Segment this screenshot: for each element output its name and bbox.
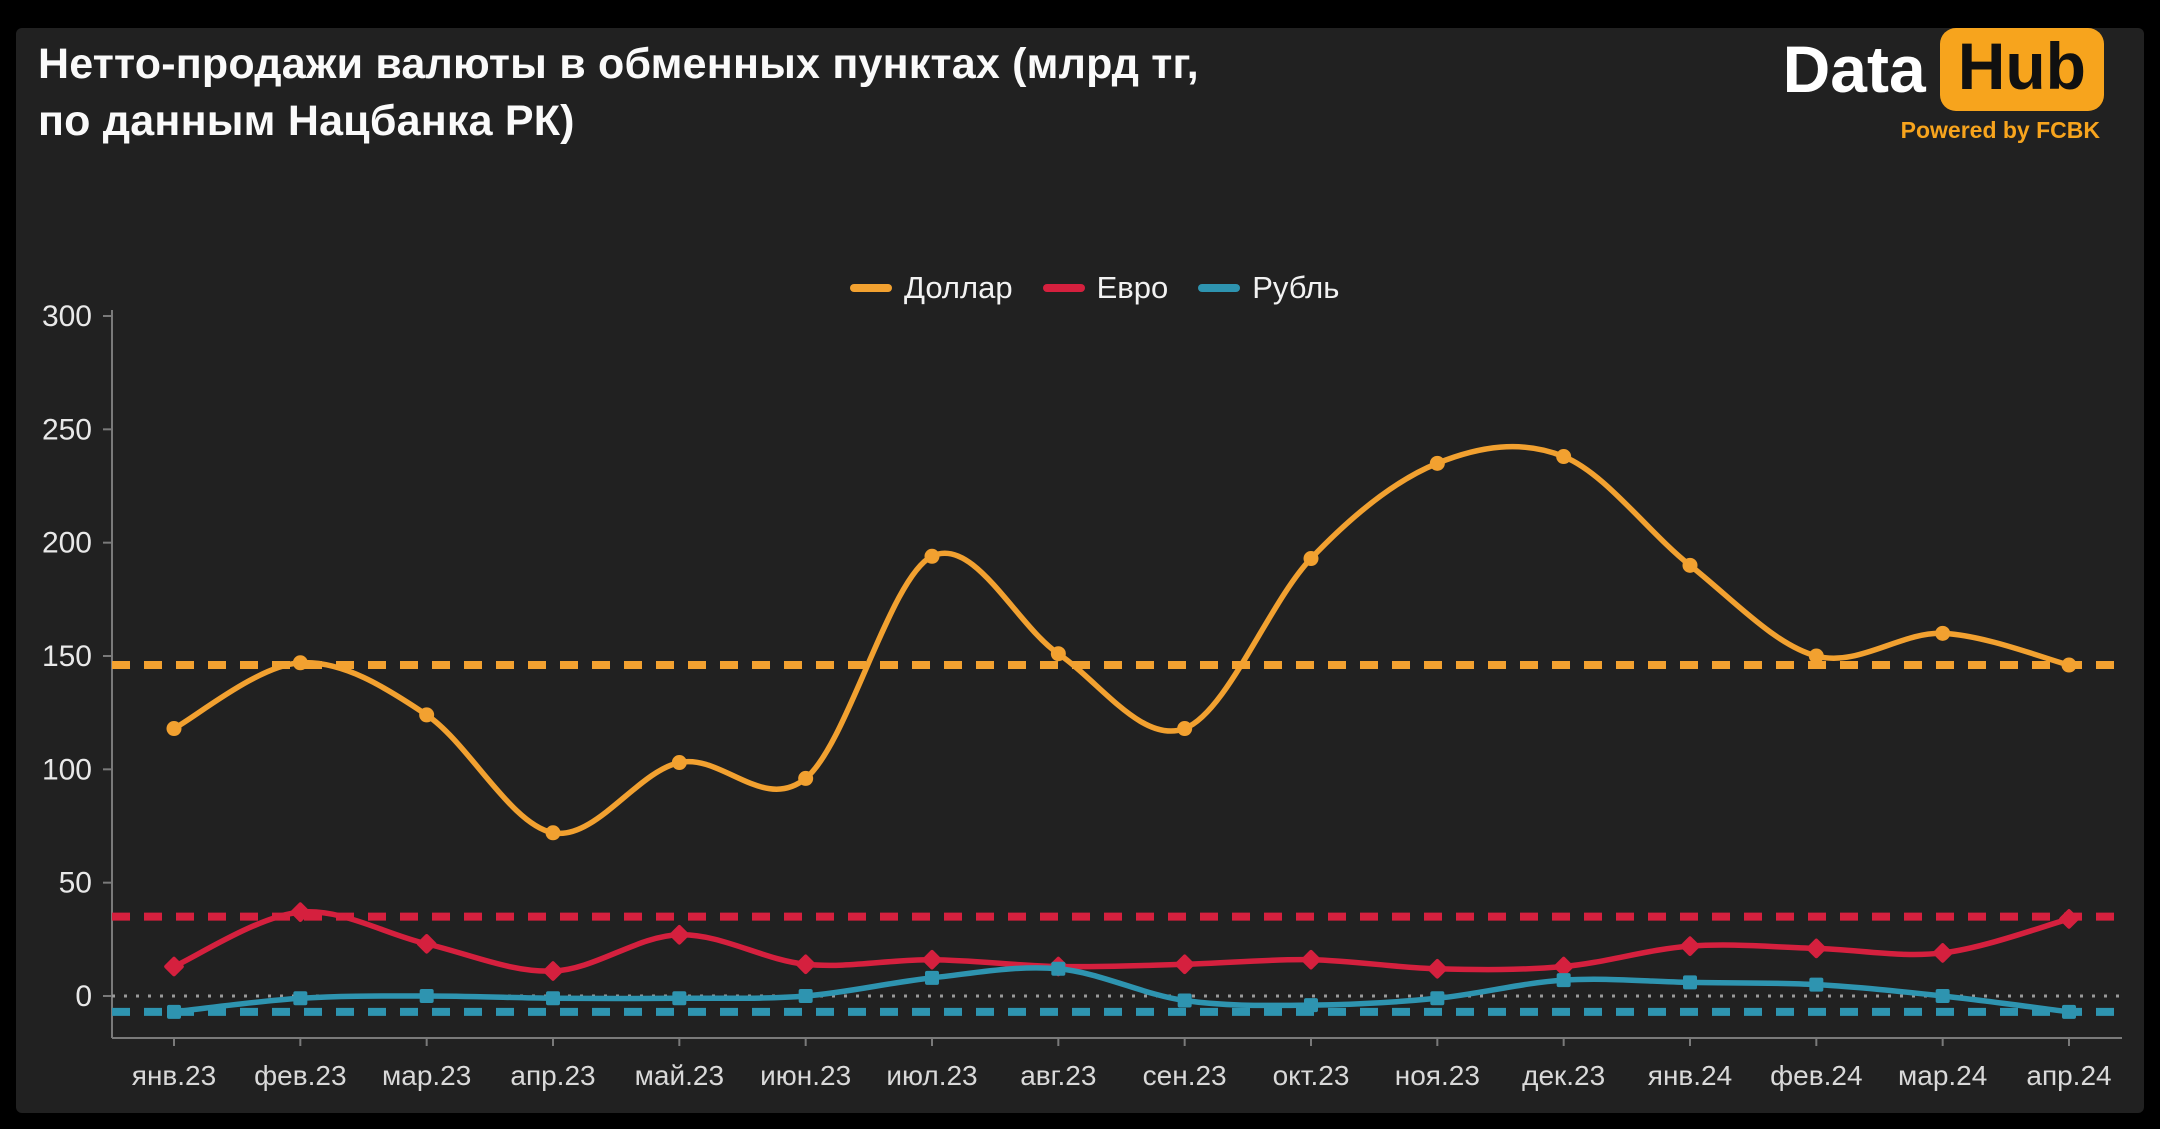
x-tick-label: дек.23 [1522, 1060, 1605, 1091]
x-tick-label: янв.23 [132, 1060, 216, 1091]
dollar-point [924, 548, 940, 564]
dollar-point [1935, 625, 1951, 641]
ruble-point [293, 991, 308, 1006]
logo-powered-by: Powered by FCBK [1900, 116, 2100, 143]
x-tick-label: фев.23 [254, 1060, 346, 1091]
dollar-line [171, 443, 2072, 837]
y-tick-label: 100 [42, 753, 92, 786]
logo-hub-badge: Hub [1939, 28, 2104, 111]
ruble-point [925, 970, 939, 985]
euro-point [2059, 909, 2079, 929]
euro-point [543, 961, 563, 981]
ruble-line [171, 965, 2072, 1015]
x-tick-label: июл.23 [886, 1060, 977, 1091]
legend-swatch-dollar [850, 284, 893, 292]
y-tick-label: 0 [75, 980, 92, 1013]
ruble-point [1683, 975, 1697, 990]
dollar-point [1177, 721, 1193, 737]
ruble-point [798, 989, 813, 1003]
x-tick-label: мар.24 [1898, 1060, 1987, 1091]
ruble-point [1430, 991, 1445, 1006]
x-tick-label: фев.24 [1770, 1060, 1862, 1091]
ruble-point [2062, 1004, 2076, 1019]
dollar-point [1429, 455, 1445, 471]
datahub-logo: Data Hub Powered by FCBK [1783, 28, 2104, 144]
ruble-point [546, 991, 560, 1006]
x-tick-label: апр.24 [2026, 1060, 2111, 1091]
dollar-point [419, 707, 435, 723]
euro-point [164, 956, 184, 977]
euro-point [922, 949, 942, 970]
legend-item-dollar: Доллар [850, 270, 1013, 306]
chart-title: Нетто-продажи валюты в обменных пунктах … [38, 36, 1538, 150]
euro-line [171, 909, 2072, 974]
ruble-point [419, 989, 434, 1003]
x-tick-label: янв.24 [1648, 1060, 1732, 1091]
chart-title-line2: по данным Нацбанка РК) [38, 97, 575, 145]
ruble-point [1304, 998, 1318, 1013]
dollar-point [798, 770, 814, 786]
euro-point [416, 934, 437, 954]
legend-item-euro: Евро [1042, 270, 1169, 306]
chart-legend: Доллар Евро Рубль [850, 270, 1339, 306]
ruble-point [1177, 993, 1192, 1008]
ruble-point [1809, 977, 1824, 992]
euro-point [1680, 936, 1700, 956]
legend-label-dollar: Доллар [904, 270, 1013, 305]
x-tick-label: ноя.23 [1395, 1060, 1480, 1091]
x-tick-label: авг.23 [1020, 1060, 1096, 1091]
euro-point [1301, 949, 1321, 970]
x-tick-label: окт.23 [1273, 1060, 1350, 1091]
x-tick-label: июн.23 [760, 1060, 851, 1091]
dollar-point [166, 721, 182, 737]
legend-label-ruble: Рубль [1252, 270, 1340, 305]
dollar-point [2061, 657, 2077, 673]
euro-point [795, 954, 816, 975]
dollar-point [545, 825, 561, 841]
y-tick-label: 150 [42, 640, 92, 673]
y-tick-label: 300 [42, 300, 92, 333]
ruble-point [1935, 989, 1950, 1003]
legend-label-euro: Евро [1096, 270, 1169, 305]
x-tick-label: мар.23 [382, 1060, 471, 1091]
euro-point [1427, 959, 1448, 979]
euro-point [1806, 938, 1827, 959]
dollar-point [1556, 449, 1572, 465]
euro-point [290, 902, 311, 922]
euro-point [1553, 956, 1574, 977]
dollar-point [1682, 557, 1698, 573]
x-tick-label: апр.23 [510, 1060, 595, 1091]
y-tick-label: 50 [59, 867, 92, 900]
x-tick-label: май.23 [635, 1060, 724, 1091]
euro-point [1174, 954, 1195, 975]
dollar-point [671, 755, 687, 771]
ruble-point [672, 991, 687, 1006]
line-chart: 0 50 100 150 200 250 300 янв.23 фев.23 мар.23 апр.… [42, 300, 2122, 1091]
y-tick-label: 250 [42, 413, 92, 446]
legend-swatch-ruble [1198, 284, 1241, 292]
dollar-point [292, 655, 308, 671]
ruble-point [167, 1004, 181, 1019]
x-tick-label: сен.23 [1143, 1060, 1227, 1091]
dollar-point [1303, 551, 1319, 567]
euro-point [669, 925, 690, 945]
dollar-point [1050, 646, 1066, 662]
legend-item-ruble: Рубль [1198, 270, 1339, 306]
dollar-point [1808, 648, 1824, 664]
ruble-point [1556, 973, 1571, 988]
euro-point [1932, 943, 1953, 963]
chart-panel: Нетто-продажи валюты в обменных пунктах … [16, 28, 2144, 1113]
ruble-point [1051, 961, 1066, 976]
legend-swatch-euro [1042, 284, 1085, 292]
y-tick-label: 200 [42, 527, 92, 560]
logo-data-text: Data [1782, 32, 1926, 107]
chart-title-line1: Нетто-продажи валюты в обменных пунктах … [38, 40, 1199, 88]
